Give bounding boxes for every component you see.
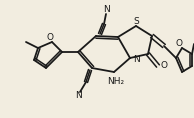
Text: S: S <box>133 17 139 25</box>
Text: N: N <box>133 55 139 65</box>
Text: O: O <box>47 32 54 42</box>
Text: N: N <box>75 91 81 101</box>
Text: O: O <box>160 61 167 70</box>
Text: O: O <box>176 38 183 48</box>
Text: N: N <box>103 6 109 15</box>
Text: NH₂: NH₂ <box>107 78 125 86</box>
